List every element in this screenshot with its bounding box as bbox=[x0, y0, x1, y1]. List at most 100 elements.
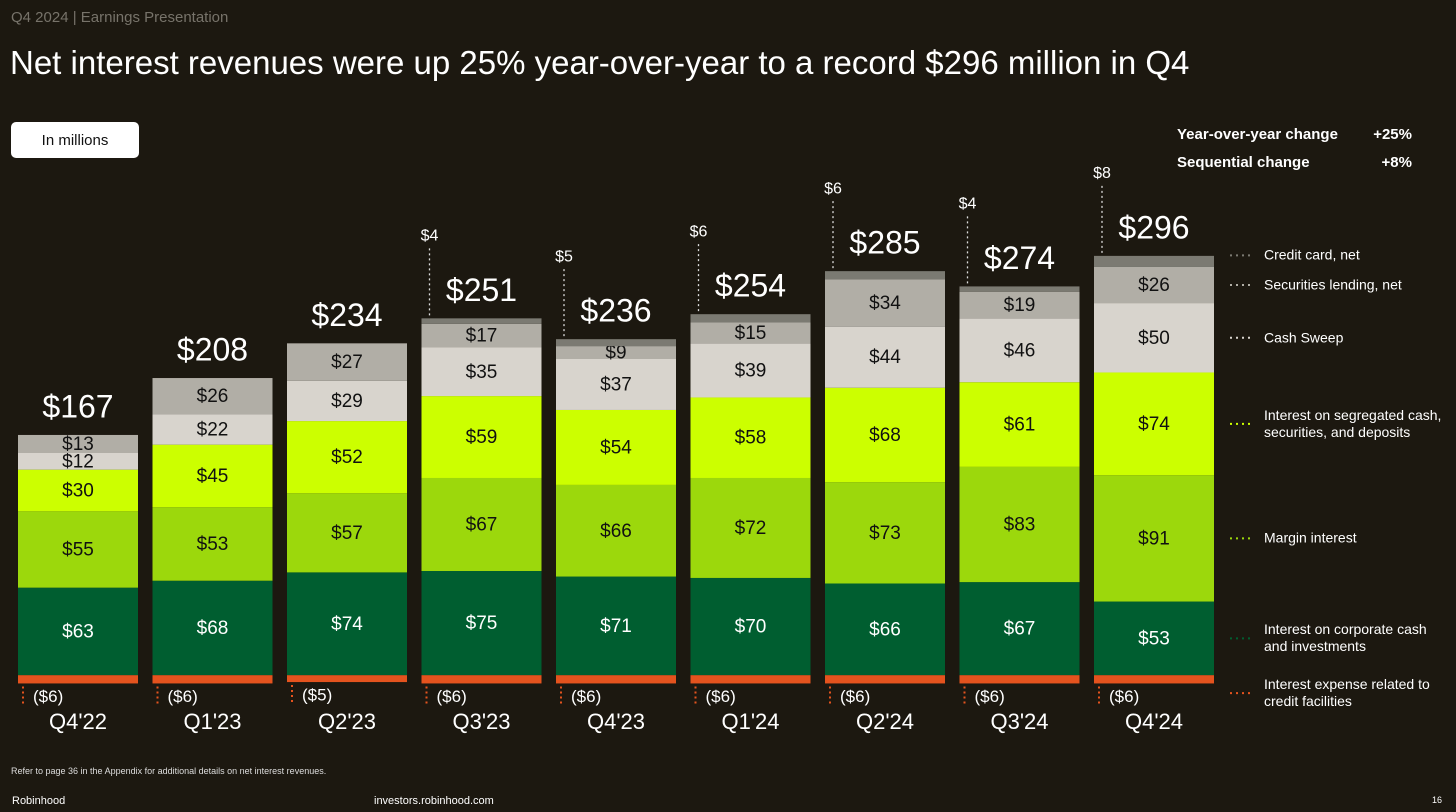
value-label: ($6) bbox=[437, 687, 467, 706]
bar-segment bbox=[18, 587, 138, 676]
bar-segment bbox=[556, 358, 676, 410]
bar-segment bbox=[825, 326, 945, 388]
page-number: 16 bbox=[1431, 795, 1442, 805]
bar-segment bbox=[690, 477, 811, 578]
x-tick-label: Q2'23 bbox=[318, 709, 376, 734]
bar-segment bbox=[287, 380, 407, 422]
bar-segment bbox=[152, 414, 273, 445]
value-label: $6 bbox=[690, 223, 708, 240]
bar-segment bbox=[152, 507, 273, 581]
value-label: ($6) bbox=[706, 687, 736, 706]
value-label: $66 bbox=[600, 521, 632, 542]
bar-segment bbox=[421, 571, 542, 676]
x-tick-label: Q1'24 bbox=[721, 709, 779, 734]
units-badge: In millions bbox=[11, 122, 139, 158]
legend-label: Interest expense related to credit facil… bbox=[1264, 676, 1430, 710]
bar-segment bbox=[825, 583, 945, 676]
bar-segment bbox=[1094, 601, 1214, 676]
value-label: $6 bbox=[824, 180, 842, 197]
value-label: $83 bbox=[1004, 515, 1036, 536]
x-tick-label: Q3'23 bbox=[452, 709, 510, 734]
value-label: $58 bbox=[735, 428, 767, 449]
value-label: $4 bbox=[421, 228, 439, 245]
value-label: $75 bbox=[466, 613, 498, 634]
legend-label: Interest on corporate cash and investmen… bbox=[1264, 621, 1427, 655]
bar-segment bbox=[690, 314, 811, 323]
value-label: $46 bbox=[1004, 340, 1036, 361]
x-tick-label: Q4'24 bbox=[1125, 709, 1183, 734]
value-label: $53 bbox=[197, 534, 229, 555]
bar-segment bbox=[959, 382, 1080, 467]
bar-segment bbox=[959, 291, 1080, 319]
x-tick-label: Q4'22 bbox=[49, 709, 107, 734]
bar-segment bbox=[690, 343, 811, 398]
bar-segment bbox=[152, 580, 273, 676]
total-label: $285 bbox=[849, 225, 920, 261]
bar-segment bbox=[825, 675, 945, 684]
value-label: $4 bbox=[959, 196, 977, 213]
brand: Robinhood bbox=[12, 795, 66, 807]
bar-segment bbox=[287, 493, 407, 573]
value-label: $53 bbox=[1138, 628, 1170, 649]
value-label: $13 bbox=[62, 434, 94, 455]
value-label: $70 bbox=[735, 617, 767, 638]
value-label: $19 bbox=[1004, 295, 1036, 316]
value-label: $37 bbox=[600, 374, 632, 395]
stat-label: Sequential change bbox=[1177, 154, 1310, 171]
value-label: $34 bbox=[869, 293, 901, 314]
bar-segment bbox=[421, 347, 542, 397]
value-label: $27 bbox=[331, 352, 363, 373]
value-label: $73 bbox=[869, 523, 901, 544]
bar-segment bbox=[18, 469, 138, 512]
stat-label: Year-over-year change bbox=[1177, 126, 1338, 143]
bar-segment bbox=[1094, 675, 1214, 684]
bar-segment bbox=[18, 675, 138, 684]
total-label: $236 bbox=[580, 293, 651, 329]
value-label: $59 bbox=[466, 427, 498, 448]
value-label: $8 bbox=[1093, 165, 1111, 182]
bar-segment bbox=[825, 279, 945, 327]
value-label: $63 bbox=[62, 621, 94, 642]
bar-segment bbox=[18, 434, 138, 453]
bar-segment bbox=[690, 577, 811, 676]
value-label: $29 bbox=[331, 391, 363, 412]
bar-segment bbox=[152, 675, 273, 684]
bar-segment bbox=[556, 484, 676, 577]
bar-segment bbox=[152, 444, 273, 508]
bar-segment bbox=[959, 675, 1080, 684]
value-label: $91 bbox=[1138, 528, 1170, 549]
bar-segment bbox=[1094, 266, 1214, 304]
legend-label: Cash Sweep bbox=[1264, 329, 1344, 346]
bar-segment bbox=[690, 322, 811, 344]
bar-segment bbox=[287, 675, 407, 683]
bar-segment bbox=[1094, 372, 1214, 476]
value-label: $9 bbox=[605, 342, 626, 363]
x-tick-label: Q1'23 bbox=[183, 709, 241, 734]
bar-segment bbox=[287, 421, 407, 494]
value-label: $52 bbox=[331, 447, 363, 468]
bar-segment bbox=[825, 271, 945, 280]
total-label: $167 bbox=[42, 388, 113, 424]
bar-segment bbox=[421, 477, 542, 571]
chart-title: Net interest revenues were up 25% year-o… bbox=[10, 44, 1190, 81]
bar-segment bbox=[18, 511, 138, 588]
total-label: $296 bbox=[1118, 209, 1189, 245]
url: investors.robinhood.com bbox=[374, 795, 494, 807]
stat-value: +8% bbox=[1381, 154, 1412, 171]
bar-segment bbox=[1094, 255, 1214, 267]
legend-label: Credit card, net bbox=[1264, 246, 1360, 263]
value-label: ($6) bbox=[1109, 687, 1139, 706]
value-label: ($5) bbox=[302, 686, 332, 705]
value-label: $61 bbox=[1004, 415, 1036, 436]
bar-segment bbox=[556, 346, 676, 359]
legend-label: Securities lending, net bbox=[1264, 276, 1402, 293]
value-label: $71 bbox=[600, 616, 632, 637]
total-label: $274 bbox=[984, 240, 1055, 276]
value-label: $68 bbox=[197, 618, 229, 639]
value-label: $55 bbox=[62, 539, 94, 560]
stat-value: +25% bbox=[1373, 126, 1412, 143]
header: Q4 2024 | Earnings Presentation bbox=[11, 9, 229, 26]
bar-segment bbox=[1094, 303, 1214, 373]
